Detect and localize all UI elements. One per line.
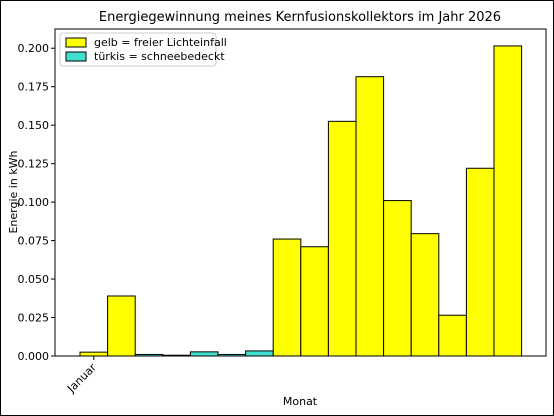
legend-swatch (65, 37, 87, 48)
bar-2 (107, 295, 136, 357)
chart-title: Energiegewinnung meines Kernfusionskolle… (99, 10, 501, 25)
bar-9 (300, 246, 329, 357)
legend-label: gelb = freier Lichteinfall (94, 36, 227, 49)
bar-7 (245, 350, 274, 357)
bar-11 (355, 76, 385, 357)
bar-15 (465, 167, 495, 357)
y-tick-label: 0.200 (18, 42, 50, 55)
y-tick-label: 0.025 (18, 312, 50, 325)
y-axis-label: Energie in kWh (7, 150, 20, 233)
bar-12 (383, 200, 412, 357)
x-axis: Januar (64, 356, 99, 396)
y-tick-label: 0.175 (18, 81, 50, 94)
bar-14 (438, 314, 467, 357)
plot-border (54, 28, 547, 357)
bar-5 (189, 351, 219, 357)
bar-10 (327, 120, 357, 357)
y-tick-label: 0.125 (18, 158, 50, 171)
y-tick-label: 0.150 (18, 119, 50, 132)
bar-16 (493, 45, 523, 357)
bar-1 (79, 351, 109, 357)
x-axis-label: Monat (283, 395, 318, 408)
legend-box (59, 32, 217, 67)
legend-swatch (65, 51, 87, 62)
y-tick-label: 0.050 (18, 273, 50, 286)
legend-label: türkis = schneebedeckt (94, 50, 225, 63)
bar-8 (272, 238, 302, 357)
y-tick-label: 0.075 (18, 235, 50, 248)
y-axis: 0.000 0.025 0.050 0.075 0.100 0.125 0.150 0.175… (18, 42, 55, 363)
y-tick-label: 0.100 (18, 196, 50, 209)
bar-13 (410, 233, 440, 357)
y-tick-label: 0.000 (18, 350, 50, 363)
x-tick-label: Januar (64, 361, 99, 396)
